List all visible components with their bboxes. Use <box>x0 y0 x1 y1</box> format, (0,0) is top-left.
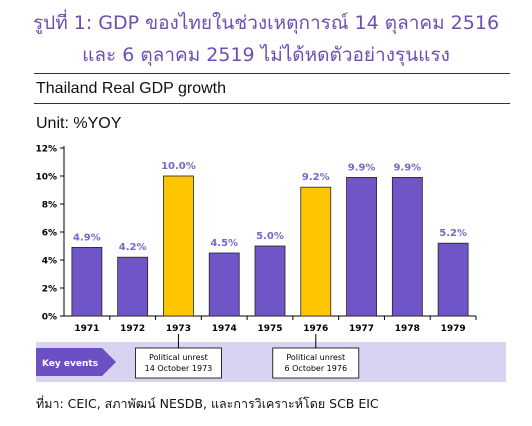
event-box-1973 <box>135 347 222 379</box>
top-rule <box>34 73 510 74</box>
key-events-label: Key events <box>42 359 98 369</box>
unit-label: Unit: %YOY <box>36 115 122 132</box>
page-title-line-2: และ 6 ตุลาคม 2519 ไม่ได้หดตัวอย่างรุนแรง <box>82 44 450 66</box>
y-tick-label: 2% <box>42 285 57 295</box>
event-text-1976: Political unrest <box>286 353 345 362</box>
bar-1977 <box>346 176 377 317</box>
bar-1971 <box>71 246 103 317</box>
x-tick-label-1973: 1973 <box>166 324 191 334</box>
data-label-1978: 9.9% <box>393 162 421 173</box>
bar-1975 <box>254 245 286 317</box>
data-label-1973: 10.0% <box>161 161 196 172</box>
data-label-1972: 4.2% <box>119 242 147 253</box>
x-tick-label-1978: 1978 <box>395 324 420 334</box>
y-tick-label: 4% <box>42 257 57 267</box>
data-label-1975: 5.0% <box>256 231 284 242</box>
y-tick-label: 6% <box>42 229 57 239</box>
data-label-1977: 9.9% <box>348 162 376 173</box>
chart-title: Thailand Real GDP growth <box>36 80 227 97</box>
bar-1972 <box>117 256 149 317</box>
data-label-1971: 4.9% <box>73 232 101 243</box>
bar-1976 <box>300 186 332 317</box>
x-tick-label-1976: 1976 <box>303 324 328 334</box>
title-rule <box>34 103 510 104</box>
x-tick-label-1972: 1972 <box>120 324 145 334</box>
x-tick-label-1971: 1971 <box>74 324 99 334</box>
bar-1973 <box>163 175 194 317</box>
bar-1979 <box>437 242 469 317</box>
x-tick-label-1974: 1974 <box>212 324 237 334</box>
x-tick-label-1977: 1977 <box>349 324 374 334</box>
x-tick-label-1979: 1979 <box>441 324 466 334</box>
page-title-line-1: รูปที่ 1: GDP ของไทยในช่วงเหตุการณ์ 14 ต… <box>32 12 500 34</box>
event-text-1973: 14 October 1973 <box>145 364 213 373</box>
source-note: ที่มา: CEIC, สภาพัฒน์ NESDB, และการวิเคร… <box>36 396 379 411</box>
y-tick-label: 0% <box>42 313 57 323</box>
y-tick-label: 8% <box>42 201 57 211</box>
y-tick-label: 10% <box>35 173 57 183</box>
bar-1974 <box>208 252 240 317</box>
event-text-1973: Political unrest <box>149 353 208 362</box>
event-box-1976 <box>272 347 360 379</box>
data-label-1974: 4.5% <box>210 238 238 249</box>
data-label-1979: 5.2% <box>439 228 467 239</box>
key-events-arrow <box>36 348 116 376</box>
x-tick-label-1975: 1975 <box>257 324 282 334</box>
event-text-1976: 6 October 1976 <box>284 364 347 373</box>
data-label-1976: 9.2% <box>302 172 330 183</box>
y-tick-label: 12% <box>35 145 57 155</box>
bar-1978 <box>391 176 423 317</box>
